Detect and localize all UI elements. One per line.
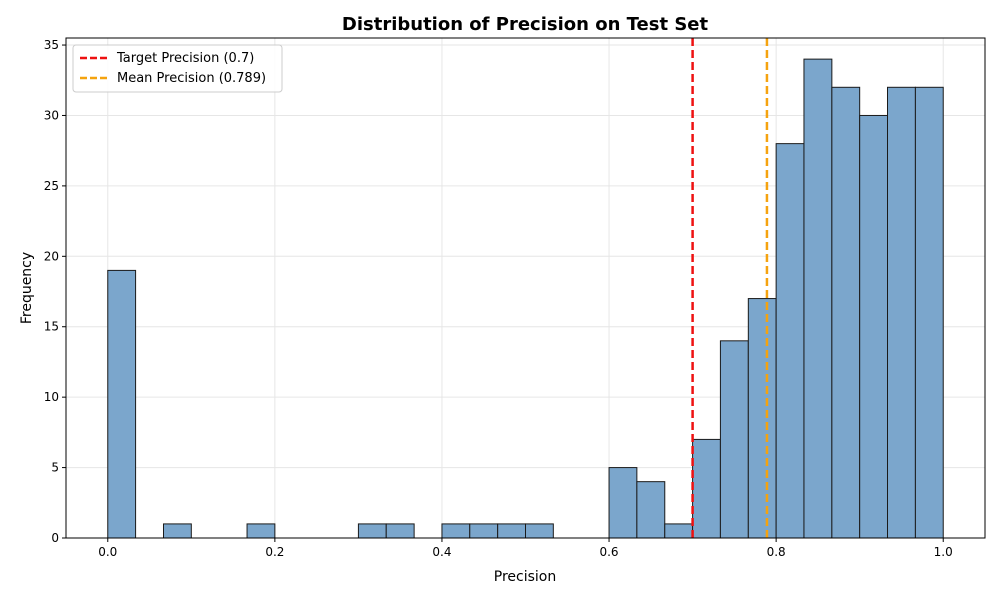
legend: Target Precision (0.7) Mean Precision (0.… <box>72 44 283 93</box>
histogram-bar <box>162 523 192 539</box>
histogram-bar <box>747 298 777 539</box>
x-tick-label: 0.4 <box>432 545 451 559</box>
histogram-bar <box>775 143 805 539</box>
y-tick-label: 10 <box>44 390 59 404</box>
histogram-bar <box>357 523 387 539</box>
chart-title: Distribution of Precision on Test Set <box>342 14 709 35</box>
histogram-bar <box>719 340 749 539</box>
histogram-bar <box>441 523 471 539</box>
histogram-bars <box>107 58 944 539</box>
legend-entry-label: Mean Precision (0.789) <box>117 71 266 86</box>
histogram-bar <box>525 523 554 539</box>
histogram-bar <box>664 523 694 539</box>
legend-entry-label: Target Precision (0.7) <box>116 51 254 66</box>
histogram-bar <box>246 523 276 539</box>
histogram-bar <box>385 523 415 539</box>
x-tick-label: 0.8 <box>767 545 786 559</box>
x-tick-label: 0.2 <box>265 545 284 559</box>
histogram-bar <box>692 438 721 539</box>
y-axis-ticks: 0 5 10 15 20 25 30 35 <box>44 38 66 545</box>
y-tick-label: 25 <box>44 179 59 193</box>
x-axis-ticks: 0.0 0.2 0.4 0.6 0.8 1.0 <box>98 538 953 559</box>
histogram-bar <box>831 86 861 539</box>
y-tick-label: 20 <box>44 249 59 263</box>
histogram-bar <box>859 114 889 539</box>
histogram-bar <box>608 467 638 539</box>
x-axis-label: Precision <box>494 569 556 585</box>
y-axis-label: Frequency <box>19 252 35 324</box>
histogram-bar <box>497 523 526 539</box>
y-tick-label: 0 <box>51 531 59 545</box>
plot-frame <box>65 37 986 539</box>
legend-box <box>72 44 283 93</box>
histogram-bar <box>803 58 833 539</box>
histogram-bar <box>107 269 137 539</box>
histogram-bar <box>914 86 944 539</box>
y-tick-label: 15 <box>44 320 59 334</box>
y-tick-label: 5 <box>51 461 59 475</box>
histogram-bar <box>887 86 916 539</box>
histogram-bar <box>636 481 666 539</box>
x-tick-label: 0.6 <box>599 545 618 559</box>
y-tick-label: 35 <box>44 38 59 52</box>
y-tick-label: 30 <box>44 108 59 122</box>
x-tick-label: 1.0 <box>934 545 953 559</box>
x-tick-label: 0.0 <box>98 545 117 559</box>
histogram-bar <box>469 523 499 539</box>
